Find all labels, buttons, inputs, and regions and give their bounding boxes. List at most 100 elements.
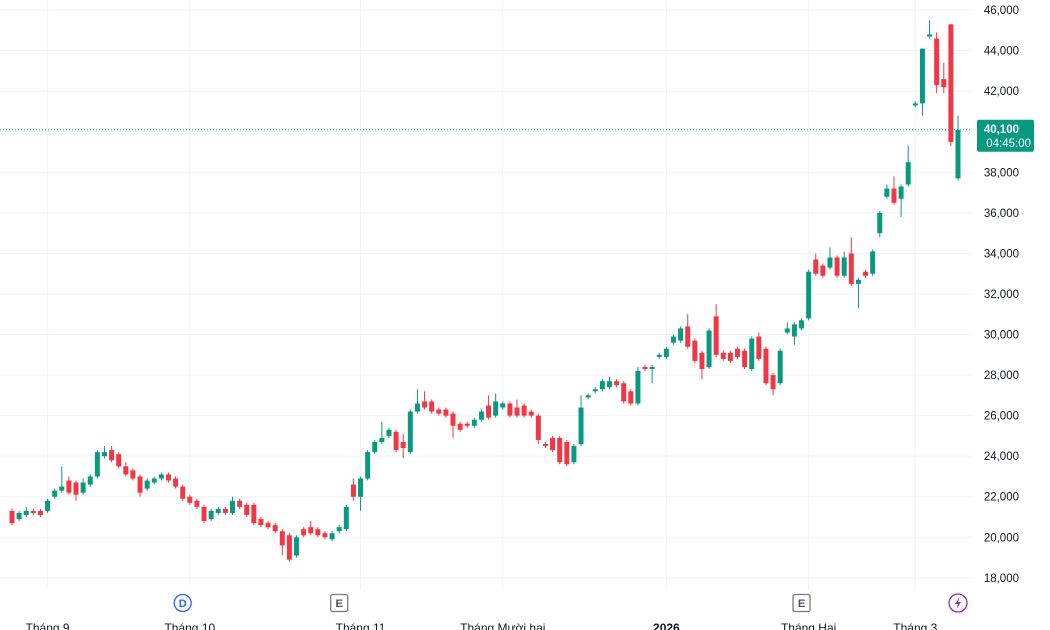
- candle-body: [94, 452, 100, 477]
- candle-body: [898, 186, 904, 199]
- y-tick-label: 36,000: [984, 208, 1019, 220]
- candle-body: [66, 480, 72, 493]
- candle-body: [934, 38, 940, 86]
- x-tick-label: Tháng Mười hai: [460, 621, 545, 630]
- candle-body: [165, 474, 171, 481]
- candle-body: [173, 478, 179, 487]
- candle-body: [37, 510, 43, 515]
- x-tick-label: Tháng 11: [336, 621, 386, 630]
- candle-body: [493, 401, 499, 416]
- candle-body: [457, 423, 463, 430]
- event-marker[interactable]: D: [173, 593, 192, 613]
- candle-body: [941, 79, 947, 88]
- candle-body: [663, 348, 669, 357]
- candle-body: [614, 381, 620, 386]
- candle-body: [429, 401, 435, 412]
- candle-body: [884, 188, 890, 197]
- y-tick-label: 34,000: [984, 248, 1019, 260]
- event-label: D: [179, 598, 187, 610]
- candle-body: [784, 328, 790, 333]
- event-badge: [792, 593, 811, 613]
- event-label: E: [336, 598, 343, 610]
- candle-body: [820, 265, 826, 276]
- candle-body: [521, 405, 527, 416]
- candle-body: [215, 508, 221, 513]
- candle-body: [507, 403, 513, 416]
- time-axis: Tháng 9 Tháng 10 Tháng 11 Tháng Mười hai 202…: [26, 593, 968, 630]
- candle-body: [742, 350, 748, 367]
- candle-body: [564, 441, 570, 465]
- candle-body: [443, 409, 449, 416]
- candle-body: [450, 413, 456, 426]
- candle-body: [855, 279, 861, 284]
- y-tick-label: 18,000: [984, 573, 1019, 585]
- lightning-bolt: [955, 597, 961, 609]
- candle-body: [471, 419, 477, 426]
- candle-body: [59, 486, 65, 491]
- candle-body: [9, 510, 15, 524]
- candle-body: [151, 478, 157, 483]
- candle-body: [763, 348, 769, 384]
- candle-body: [52, 490, 58, 497]
- y-tick-label: 28,000: [984, 370, 1019, 382]
- candle-body: [286, 535, 292, 560]
- event-marker[interactable]: E: [330, 593, 349, 613]
- candle-body: [955, 129, 961, 179]
- candle-body: [464, 423, 470, 426]
- candle-body: [592, 389, 598, 392]
- x-tick-label: Tháng 9: [26, 621, 70, 630]
- candle-body: [322, 533, 328, 538]
- candle-body: [599, 381, 605, 390]
- candle-body: [30, 510, 36, 513]
- candle-body: [109, 450, 115, 461]
- candle-body: [791, 324, 797, 337]
- candle-body: [749, 338, 755, 370]
- candle-body: [927, 34, 933, 37]
- candle-body: [514, 407, 520, 416]
- candle-body: [735, 348, 740, 357]
- candle-body: [486, 405, 492, 418]
- candle-body: [158, 474, 164, 479]
- candle-body: [123, 466, 129, 475]
- candle-body: [848, 253, 854, 284]
- candle-body: [272, 525, 278, 532]
- candle-body: [685, 326, 691, 347]
- candle-body: [436, 409, 442, 414]
- candle-body: [336, 527, 342, 532]
- countdown-label: 04:45:00: [986, 138, 1031, 150]
- candle-body: [550, 437, 556, 451]
- candle-body: [244, 504, 250, 515]
- price-axis: 18,000 20,000 22,000 24,000 26,000 28,000 30,0…: [971, 0, 1034, 630]
- candle-body: [806, 271, 812, 319]
- candle-body: [80, 482, 86, 493]
- candle-body: [379, 437, 385, 442]
- candle-body: [500, 403, 506, 408]
- candle-body: [827, 257, 833, 268]
- candle-body: [799, 320, 805, 329]
- y-tick-label: 26,000: [984, 411, 1019, 423]
- candle-body: [557, 437, 563, 463]
- candle-body: [642, 366, 648, 370]
- candle-body: [180, 486, 186, 499]
- candle-body: [877, 212, 883, 234]
- event-marker[interactable]: E: [792, 593, 811, 613]
- candle-body: [23, 510, 29, 515]
- candles: [0, 20, 972, 562]
- candle-body: [770, 375, 776, 390]
- candle-body: [841, 257, 847, 276]
- candle-body: [948, 24, 954, 142]
- candle-body: [372, 441, 378, 453]
- candle-body: [16, 512, 22, 520]
- lightning-icon[interactable]: [948, 593, 968, 613]
- candle-body: [45, 500, 51, 511]
- candle-body: [727, 352, 733, 361]
- candle-body: [777, 350, 783, 384]
- candle-body: [571, 446, 577, 463]
- candle-body: [706, 330, 712, 367]
- grid: [0, 0, 972, 590]
- candle-body: [116, 454, 122, 467]
- candle-body: [720, 352, 726, 359]
- candle-body: [813, 259, 819, 274]
